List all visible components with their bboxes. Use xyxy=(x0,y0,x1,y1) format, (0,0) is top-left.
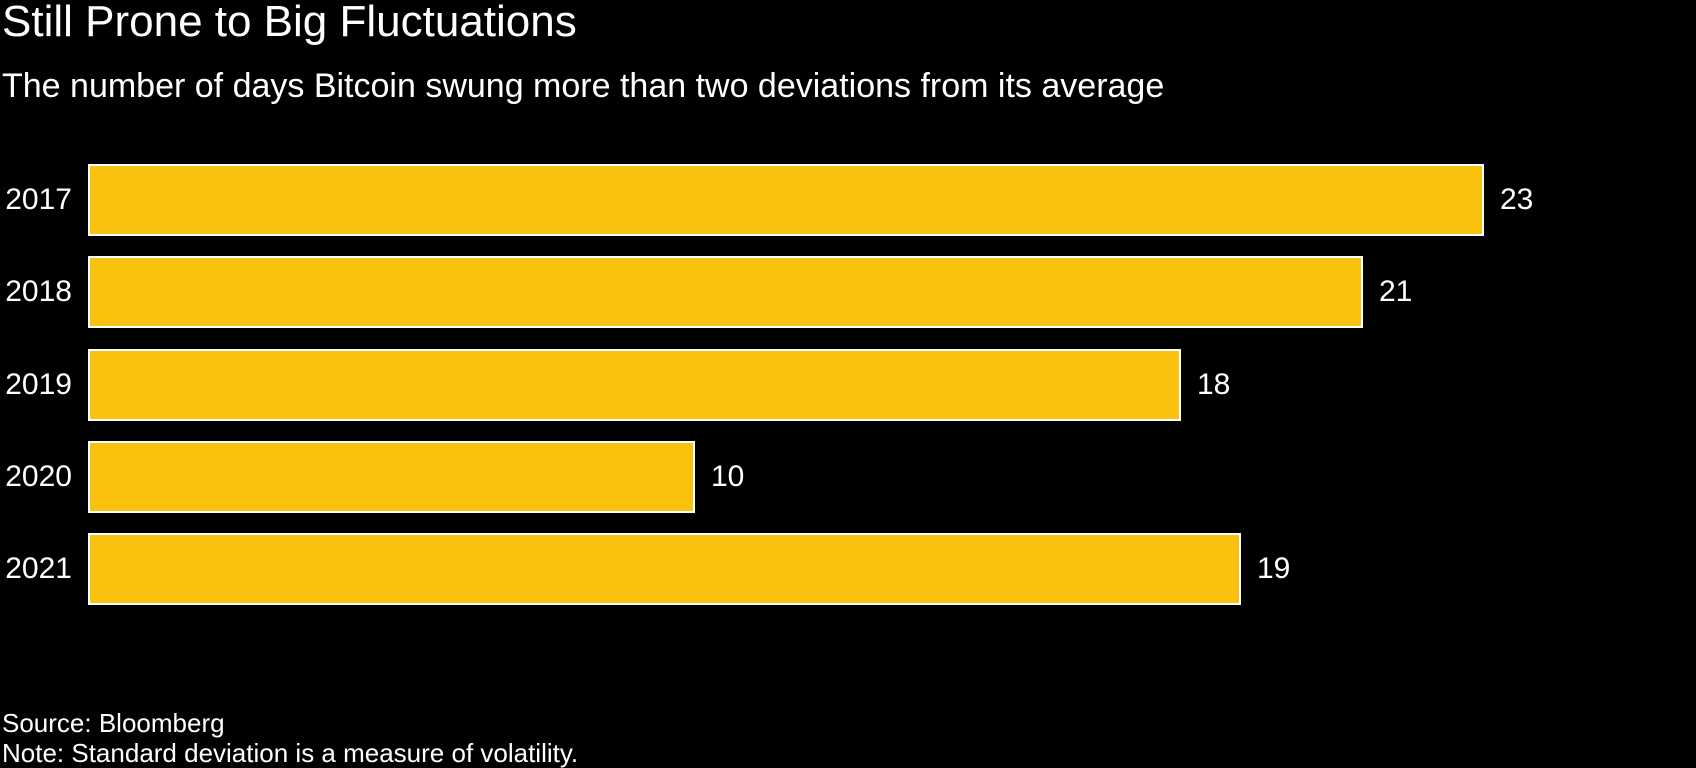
bar-row: 2019 18 xyxy=(0,349,1696,421)
year-label: 2021 xyxy=(5,552,72,585)
bar-chart: 2017 23 2018 21 2019 18 2020 10 2021 19 xyxy=(0,164,1696,614)
year-label: 2020 xyxy=(5,460,72,493)
bar-row: 2020 10 xyxy=(0,441,1696,513)
year-label: 2018 xyxy=(5,275,72,308)
chart-title: Still Prone to Big Fluctuations xyxy=(2,0,577,46)
year-label: 2019 xyxy=(5,368,72,401)
value-label: 23 xyxy=(1500,183,1534,216)
note-text: Note: Standard deviation is a measure of… xyxy=(2,738,579,768)
bar-row: 2017 23 xyxy=(0,164,1696,236)
value-label: 19 xyxy=(1257,552,1291,585)
source-text: Source: Bloomberg xyxy=(2,708,225,738)
chart-footer: Source: Bloomberg Note: Standard deviati… xyxy=(2,708,578,768)
bar-row: 2021 19 xyxy=(0,533,1696,605)
chart-subtitle: The number of days Bitcoin swung more th… xyxy=(2,67,1165,105)
year-label: 2017 xyxy=(5,183,72,216)
bar xyxy=(88,349,1181,421)
value-label: 21 xyxy=(1379,275,1413,308)
bar xyxy=(88,533,1241,605)
value-label: 18 xyxy=(1197,368,1231,401)
bar-row: 2018 21 xyxy=(0,256,1696,328)
bar xyxy=(88,441,695,513)
bar xyxy=(88,164,1484,236)
bar xyxy=(88,256,1363,328)
value-label: 10 xyxy=(711,460,745,493)
